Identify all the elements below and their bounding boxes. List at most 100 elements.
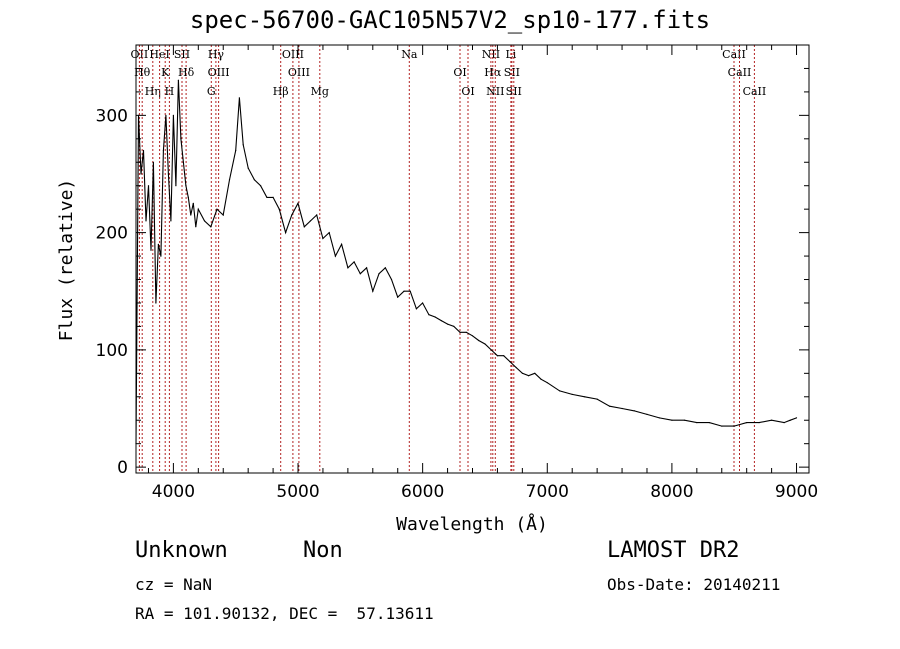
data-point bbox=[187, 196, 189, 198]
data-point bbox=[534, 372, 536, 374]
data-point bbox=[453, 325, 455, 327]
line-marker-label: OI bbox=[461, 85, 474, 98]
data-point bbox=[157, 243, 159, 245]
data-point bbox=[528, 375, 530, 377]
y-tick-label: 200 bbox=[96, 224, 128, 244]
data-point bbox=[195, 226, 197, 228]
data-point bbox=[384, 267, 386, 269]
data-point bbox=[447, 323, 449, 325]
data-point bbox=[646, 413, 648, 415]
data-point bbox=[434, 316, 436, 318]
data-point bbox=[242, 144, 244, 146]
data-point bbox=[322, 237, 324, 240]
data-point bbox=[145, 220, 147, 222]
data-point bbox=[465, 331, 467, 333]
data-point bbox=[165, 114, 167, 116]
x-tick-label: 8000 bbox=[650, 482, 693, 502]
data-point bbox=[150, 249, 152, 251]
data-point bbox=[142, 149, 145, 152]
spectrum-series bbox=[135, 79, 798, 445]
data-point bbox=[147, 185, 150, 187]
data-point bbox=[266, 196, 268, 198]
y-tick-label: 0 bbox=[117, 458, 128, 478]
data-point bbox=[170, 220, 172, 222]
line-marker-label: HeI bbox=[149, 48, 169, 61]
class-label: Unknown bbox=[135, 538, 228, 563]
data-point bbox=[397, 296, 399, 298]
data-point bbox=[328, 232, 330, 234]
data-point bbox=[167, 173, 169, 175]
data-point bbox=[172, 114, 174, 116]
data-point bbox=[758, 422, 760, 424]
y-tick-label: 300 bbox=[96, 106, 128, 126]
data-point bbox=[683, 419, 686, 421]
data-point bbox=[140, 173, 142, 175]
data-point bbox=[182, 161, 184, 163]
spectrum-line bbox=[135, 80, 797, 444]
x-axis-label: Wavelength (Å) bbox=[396, 513, 548, 535]
subclass-label: Non bbox=[303, 538, 343, 563]
survey-label: LAMOST DR2 bbox=[607, 538, 740, 563]
data-point bbox=[515, 366, 517, 369]
data-point bbox=[309, 220, 312, 222]
data-point bbox=[372, 290, 374, 292]
data-point bbox=[278, 208, 280, 210]
line-marker-label: Hβ bbox=[273, 85, 289, 98]
data-point bbox=[185, 185, 187, 187]
x-tick-label: 7000 bbox=[526, 482, 569, 502]
data-point bbox=[203, 220, 206, 222]
data-point bbox=[190, 214, 192, 216]
data-point bbox=[490, 349, 492, 351]
data-point bbox=[596, 398, 598, 400]
data-point bbox=[316, 214, 318, 216]
line-marker-label: CaII bbox=[728, 66, 752, 79]
data-point bbox=[440, 320, 442, 322]
data-point bbox=[197, 208, 199, 210]
line-marker-label: Hγ bbox=[208, 48, 225, 61]
chart-title: spec-56700-GAC105N57V2_sp10-177.fits bbox=[189, 6, 711, 34]
data-point bbox=[228, 179, 231, 181]
data-point bbox=[415, 308, 417, 310]
data-point bbox=[334, 255, 336, 257]
data-point bbox=[253, 179, 255, 181]
x-tick-label: 4000 bbox=[152, 482, 195, 502]
line-marker-label: SII bbox=[174, 48, 190, 61]
line-marker-label: Hα bbox=[484, 66, 502, 79]
data-point bbox=[238, 97, 240, 99]
data-point bbox=[746, 422, 748, 424]
data-point bbox=[162, 149, 164, 152]
line-marker-label: SII bbox=[506, 85, 522, 98]
data-point bbox=[708, 422, 710, 424]
data-point bbox=[222, 214, 224, 216]
data-point bbox=[291, 214, 293, 216]
data-point bbox=[559, 390, 561, 392]
data-point bbox=[192, 202, 194, 204]
line-marker-label: CaII bbox=[722, 48, 746, 61]
data-point bbox=[175, 185, 177, 187]
cz-label: cz = NaN bbox=[135, 575, 213, 594]
data-point bbox=[478, 339, 480, 342]
data-point bbox=[509, 361, 511, 363]
line-marker-label: Hδ bbox=[178, 66, 195, 79]
data-point bbox=[216, 208, 218, 210]
line-marker-label: OIII bbox=[208, 66, 230, 79]
line-marker-label: OIII bbox=[288, 66, 310, 79]
line-marker-label: OI bbox=[453, 66, 466, 79]
line-marker-label: Li bbox=[505, 48, 516, 61]
plot-frame bbox=[135, 44, 810, 474]
data-point bbox=[155, 302, 157, 304]
data-point bbox=[459, 331, 461, 333]
line-marker-label: OII bbox=[131, 48, 149, 61]
line-marker-label: Mg bbox=[311, 85, 329, 98]
data-point bbox=[795, 417, 798, 419]
data-point bbox=[721, 425, 723, 427]
data-point bbox=[378, 273, 380, 275]
x-axis: 4000 5000 6000 7000 8000 9000 bbox=[147, 45, 818, 502]
line-marker-label: SII bbox=[504, 66, 520, 79]
y-tick-label: 100 bbox=[96, 341, 128, 361]
line-marker-label: Na bbox=[401, 48, 418, 61]
data-point bbox=[359, 273, 361, 275]
data-point bbox=[285, 232, 287, 234]
data-point bbox=[571, 393, 573, 395]
